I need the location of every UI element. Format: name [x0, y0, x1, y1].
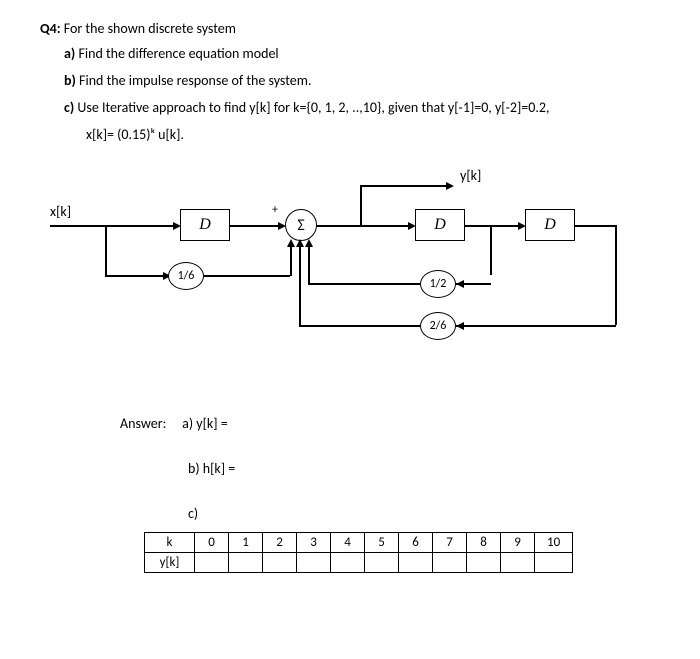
part-b: b) Find the impulse response of the syst… — [64, 70, 660, 91]
line-g3-h — [299, 325, 420, 327]
part-c: c) Use Iterative approach to find y[k] f… — [64, 97, 660, 118]
gain-1-2: 1/2 — [420, 270, 456, 298]
question-header: Q4: For the shown discrete system — [40, 20, 660, 37]
gain-1-6: 1/6 — [168, 262, 204, 290]
td-7 — [433, 553, 467, 573]
td-8 — [467, 553, 501, 573]
part-c-label: c) — [64, 99, 74, 116]
block-diagram: x[k] y[k] D + Σ 1/6 D D 1/2 — [50, 175, 650, 395]
arrow-g3-in — [456, 322, 464, 330]
answer-a: a) y[k] = — [182, 415, 228, 432]
delay-block-1: D — [180, 209, 230, 241]
plus-sign: + — [272, 203, 278, 217]
arrow-g2-up — [305, 239, 313, 247]
th-2: 2 — [263, 533, 297, 553]
th-9: 9 — [501, 533, 535, 553]
line-to-g3 — [456, 325, 616, 327]
td-yk-label: y[k] — [145, 553, 195, 573]
td-6 — [399, 553, 433, 573]
part-b-text: Find the impulse response of the system. — [79, 72, 311, 89]
answer-header: Answer: — [120, 415, 166, 432]
answer-table: k 0 1 2 3 4 5 6 7 8 9 10 y[k] — [144, 532, 573, 573]
answer-b: b) h[k] = — [188, 460, 235, 477]
arrow-g1-up — [287, 239, 295, 247]
summing-junction: Σ — [285, 209, 317, 241]
table-row: y[k] — [145, 553, 573, 573]
line-to-d2 — [380, 225, 410, 227]
line-g2-h — [308, 283, 420, 285]
arrow-g2-in — [456, 280, 464, 288]
th-0: 0 — [195, 533, 229, 553]
th-10: 10 — [535, 533, 573, 553]
line-d3-v — [615, 225, 617, 325]
part-a: a) Find the difference equation model — [64, 43, 660, 64]
td-9 — [501, 553, 535, 573]
th-3: 3 — [297, 533, 331, 553]
th-k: k — [145, 533, 195, 553]
arrow-g3-up — [296, 239, 304, 247]
output-label: y[k] — [460, 167, 481, 184]
td-5 — [365, 553, 399, 573]
delay-block-3: D — [525, 209, 575, 241]
part-c-text: Use Iterative approach to find y[k] for … — [77, 99, 549, 116]
th-7: 7 — [433, 533, 467, 553]
th-1: 1 — [229, 533, 263, 553]
th-8: 8 — [467, 533, 501, 553]
th-4: 4 — [331, 533, 365, 553]
delay-block-2: D — [415, 209, 465, 241]
td-3 — [297, 553, 331, 573]
td-10 — [535, 553, 573, 573]
line-ytap-h — [360, 185, 448, 187]
line-ytap-v — [360, 185, 362, 225]
td-2 — [263, 553, 297, 573]
line-to-d1 — [105, 225, 175, 227]
part-c-cont: x[k]= (0.15)ᵏ u[k]. — [86, 124, 660, 145]
question-number: Q4: — [40, 20, 61, 37]
line-g1-h — [204, 275, 290, 277]
th-6: 6 — [399, 533, 433, 553]
td-4 — [331, 553, 365, 573]
answer-b-line: b) h[k] = — [188, 460, 660, 477]
answer-section: Answer: a) y[k] = b) h[k] = c) k 0 1 2 3… — [120, 415, 660, 573]
line-d2-d3 — [465, 225, 520, 227]
arrow-yout — [446, 182, 454, 190]
line-d1-sigma — [230, 225, 280, 227]
part-a-label: a) — [64, 45, 75, 62]
gain-2-6: 2/6 — [420, 312, 456, 340]
line-xbranch-h — [105, 275, 165, 277]
line-g3-v — [299, 241, 301, 326]
line-xbranch-v — [105, 225, 107, 275]
part-b-label: b) — [64, 72, 76, 89]
line-d2tap-v — [490, 225, 492, 275]
table-row: k 0 1 2 3 4 5 6 7 8 9 10 — [145, 533, 573, 553]
answer-a-line: Answer: a) y[k] = — [120, 415, 660, 432]
answer-c: c) — [188, 505, 198, 522]
question-title: For the shown discrete system — [64, 20, 236, 37]
td-0 — [195, 553, 229, 573]
line-sigma-out — [317, 225, 380, 227]
line-input — [50, 225, 105, 227]
part-a-text: Find the difference equation model — [78, 45, 278, 62]
th-5: 5 — [365, 533, 399, 553]
input-label: x[k] — [50, 203, 71, 220]
line-d3-out — [575, 225, 615, 227]
td-1 — [229, 553, 263, 573]
line-g2-v — [308, 241, 310, 284]
answer-c-line: c) — [188, 505, 660, 522]
